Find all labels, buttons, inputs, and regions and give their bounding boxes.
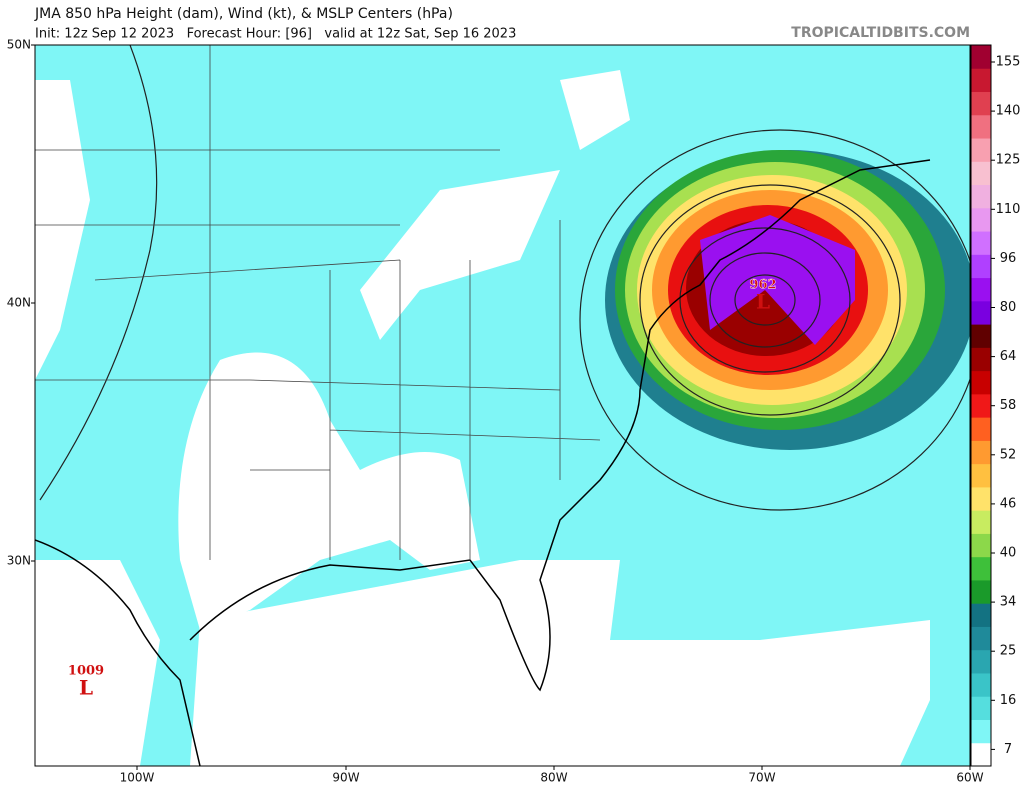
- map-frame: [34, 44, 971, 767]
- colorbar-swatch: [971, 649, 991, 674]
- lon-label: 70W: [748, 771, 775, 785]
- lon-label: 80W: [540, 771, 567, 785]
- lat-label: 30N: [7, 554, 31, 568]
- colorbar-swatch: [971, 417, 991, 441]
- colorbar-swatch: [971, 231, 991, 255]
- colorbar-swatch: [971, 696, 991, 720]
- lon-label: 100W: [120, 771, 155, 785]
- pressure-value: 962: [749, 278, 776, 293]
- colorbar-swatch: [971, 719, 991, 744]
- colorbar-swatch: [971, 626, 991, 651]
- borders: [35, 45, 601, 560]
- colorbar-swatch: [971, 463, 991, 488]
- lat-label: 50N: [7, 38, 31, 52]
- colorbar-swatch: [971, 184, 991, 209]
- colorbar-swatch: [971, 393, 991, 418]
- subtitle: Init: 12z Sep 12 2023 Forecast Hour: [96…: [35, 27, 516, 42]
- colorbar-swatch: [971, 254, 991, 279]
- lat-label: 40N: [7, 296, 31, 310]
- colorbar-swatch: [971, 277, 991, 302]
- colorbar-swatch: [971, 370, 991, 395]
- colorbar-label: 110: [996, 202, 1021, 217]
- colorbar-label: 7: [1004, 742, 1012, 757]
- pressure-symbol: L: [79, 676, 93, 700]
- title: JMA 850 hPa Height (dam), Wind (kt), & M…: [34, 6, 453, 22]
- colorbar-label: 34: [1000, 595, 1017, 610]
- colorbar-swatch: [971, 440, 991, 465]
- colorbar-swatch: [971, 486, 991, 511]
- colorbar-swatch: [971, 300, 991, 325]
- isobars: [39, 45, 970, 511]
- site-name: TROPICALTIDBITS.COM: [791, 25, 970, 41]
- storm-shading: [605, 150, 970, 450]
- colorbar-swatch: [971, 161, 991, 186]
- lon-label: 60W: [956, 771, 983, 785]
- colorbar-swatch: [971, 91, 991, 116]
- colorbar-label: 96: [1000, 251, 1017, 266]
- colorbar-label: 80: [1000, 300, 1017, 315]
- lon-label: 90W: [332, 771, 359, 785]
- colorbar-label: 140: [996, 104, 1021, 119]
- colorbar-label: 25: [1000, 644, 1017, 659]
- colorbar-swatch: [971, 68, 991, 93]
- coastline: [35, 159, 931, 766]
- colorbar-label: 155: [996, 55, 1021, 70]
- colorbar-swatch: [971, 742, 991, 767]
- colorbar-swatch: [971, 672, 991, 697]
- colorbar-swatch: [971, 45, 991, 69]
- colorbar-swatch: [971, 347, 991, 372]
- colorbar-swatch: [971, 324, 991, 348]
- map: [35, 45, 970, 766]
- colorbar-swatch: [971, 138, 991, 162]
- colorbar-swatch: [971, 603, 991, 627]
- colorbar-label: 16: [1000, 693, 1017, 708]
- colorbar-swatch: [971, 556, 991, 581]
- pressure-symbol: L: [756, 290, 770, 314]
- colorbar-swatch: [971, 579, 991, 604]
- colorbar-label: 125: [996, 153, 1021, 168]
- colorbar-label: 58: [1000, 398, 1017, 413]
- colorbar-swatch: [971, 533, 991, 558]
- colorbar-swatch: [971, 114, 991, 139]
- colorbar-label: 40: [1000, 546, 1017, 561]
- colorbar-swatch: [971, 510, 991, 534]
- colorbar-label: 46: [1000, 496, 1017, 511]
- colorbar: 155 140 125 110 96 80 64 58 52 46 40 34 25 16 7: [970, 44, 1021, 767]
- colorbar-label: 64: [1000, 349, 1017, 364]
- pressure-value: 1009: [68, 664, 104, 679]
- colorbar-label: 52: [1000, 447, 1017, 462]
- colorbar-swatch: [971, 207, 991, 232]
